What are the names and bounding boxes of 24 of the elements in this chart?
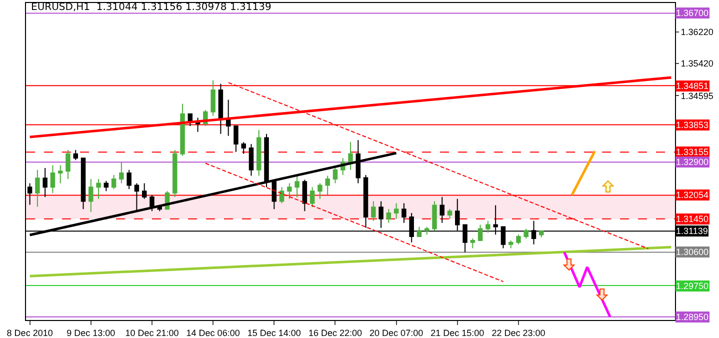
ref-line-label: 1.30600 xyxy=(676,247,709,257)
ref-line-label: 1.36700 xyxy=(676,8,709,18)
ref-line-label: 1.31139 xyxy=(676,226,708,236)
ref-line-label: 1.32900 xyxy=(676,157,709,167)
ref-line-label: 1.29750 xyxy=(676,281,709,291)
x-tick-label: 10 Dec 21:00 xyxy=(125,328,179,338)
x-tick-label: 20 Dec 07:00 xyxy=(370,328,424,338)
ref-line-label: 1.31450 xyxy=(676,214,709,224)
ref-line-label: 1.34851 xyxy=(676,81,709,91)
x-tick-label: 22 Dec 23:00 xyxy=(492,328,546,338)
x-tick-label: 8 Dec 2010 xyxy=(6,328,53,338)
x-tick-label: 9 Dec 13:00 xyxy=(66,328,116,338)
ref-line-label: 1.28950 xyxy=(676,312,709,322)
y-tick-label: 1.36220 xyxy=(680,27,714,38)
y-tick-label: 1.34595 xyxy=(680,90,714,101)
x-tick-label: 14 Dec 06:00 xyxy=(186,328,240,338)
x-tick-label: 21 Dec 15:00 xyxy=(430,328,484,338)
ref-line-label: 1.33155 xyxy=(676,147,709,157)
x-tick-label: 15 Dec 14:00 xyxy=(247,328,301,338)
y-tick-label: 1.35420 xyxy=(680,58,714,68)
ref-line-label: 1.33853 xyxy=(676,120,709,130)
ref-line-label: 1.32054 xyxy=(676,190,709,200)
chart-title: EURUSD,H1 1.31044 1.31156 1.30978 1.31139 xyxy=(31,2,272,13)
x-tick-label: 16 Dec 22:00 xyxy=(308,328,362,338)
